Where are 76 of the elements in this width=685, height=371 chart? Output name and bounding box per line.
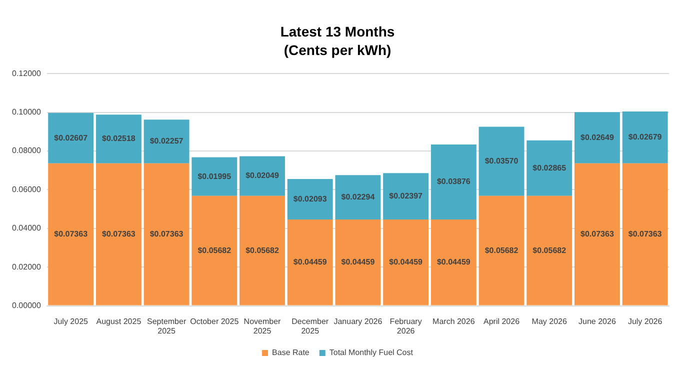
bar [430, 144, 476, 220]
y-tick-label: 0.04000 [12, 224, 42, 233]
data-label: $0.02294 [341, 192, 376, 202]
bar [622, 163, 668, 306]
bar [144, 120, 190, 164]
legend-label: Base Rate [272, 348, 310, 358]
data-label: $0.02679 [628, 132, 662, 142]
x-tick-label: September 2025 [146, 316, 186, 336]
x-tick-label: August 2025 [96, 316, 142, 326]
y-tick-label: 0.08000 [12, 146, 42, 156]
x-tick-label: December 2025 [292, 316, 329, 336]
x-tick-label: April 2026 [484, 316, 520, 326]
bar [574, 163, 620, 306]
x-tick-label: July 2026 [628, 316, 663, 326]
data-label: $0.04459 [341, 258, 376, 267]
x-tick-label: October 2025 [190, 316, 240, 326]
y-tick-label: 0.12000 [12, 68, 42, 78]
x-tick-label: November 2025 [244, 316, 282, 336]
data-label: $0.02257 [150, 136, 184, 146]
data-label: $0.07363 [628, 230, 662, 239]
x-tick-label: January 2026 [334, 316, 383, 326]
data-label: $0.02649 [580, 132, 614, 142]
data-label: $0.07363 [580, 230, 614, 239]
bar [287, 179, 333, 220]
x-tick-label: July 2025 [54, 316, 89, 326]
bar [335, 220, 381, 306]
bar [335, 175, 381, 220]
chart-subtitle: (Cents per kWh) [284, 42, 392, 58]
data-label: $0.05682 [198, 246, 232, 255]
x-tick-label: February 2026 [390, 316, 422, 336]
y-tick-label: 0.02000 [12, 262, 42, 272]
chart-title: Latest 13 Months [280, 23, 395, 40]
bar [526, 140, 572, 196]
x-tick-label: May 2026 [532, 316, 568, 326]
x-tick-label: June 2026 [578, 316, 616, 326]
data-label: $0.02518 [102, 134, 136, 144]
bar [96, 163, 142, 306]
bar [478, 196, 524, 306]
bar [383, 173, 429, 220]
data-label: $0.05682 [532, 246, 567, 255]
legend-label: Total Monthly Fuel Cost [329, 348, 414, 358]
bar [48, 112, 94, 164]
data-label: $0.07363 [102, 230, 136, 239]
y-tick-label: 0.10000 [12, 108, 42, 117]
data-label: $0.04459 [389, 258, 424, 267]
bar [240, 196, 285, 306]
bar [240, 156, 285, 196]
data-label: $0.02093 [293, 194, 328, 204]
bar [622, 111, 668, 164]
data-label: $0.05682 [246, 246, 280, 255]
data-label: $0.04459 [293, 258, 328, 267]
data-label: $0.02607 [54, 133, 88, 142]
bar [48, 163, 94, 306]
y-tick-label: 0.06000 [12, 184, 42, 194]
bar [96, 114, 142, 164]
data-label: $0.03876 [436, 177, 471, 186]
bar [192, 196, 238, 306]
data-label: $0.01995 [198, 172, 232, 181]
x-tick-label: March 2026 [432, 316, 476, 326]
bar [478, 126, 524, 196]
data-label: $0.02865 [532, 163, 567, 172]
bar [430, 220, 476, 306]
data-label: $0.03570 [484, 156, 519, 166]
bar [144, 163, 190, 306]
data-label: $0.05682 [484, 246, 519, 255]
bar [192, 157, 238, 196]
data-label: $0.07363 [54, 230, 88, 239]
data-label: $0.02397 [389, 192, 424, 201]
bar [383, 220, 429, 306]
bar [287, 220, 333, 306]
bar [574, 112, 620, 164]
data-label: $0.07363 [150, 230, 184, 239]
y-tick-label: 0.00000 [12, 301, 42, 310]
bar [526, 196, 572, 306]
data-label: $0.04459 [436, 258, 471, 267]
data-label: $0.02049 [246, 171, 280, 180]
